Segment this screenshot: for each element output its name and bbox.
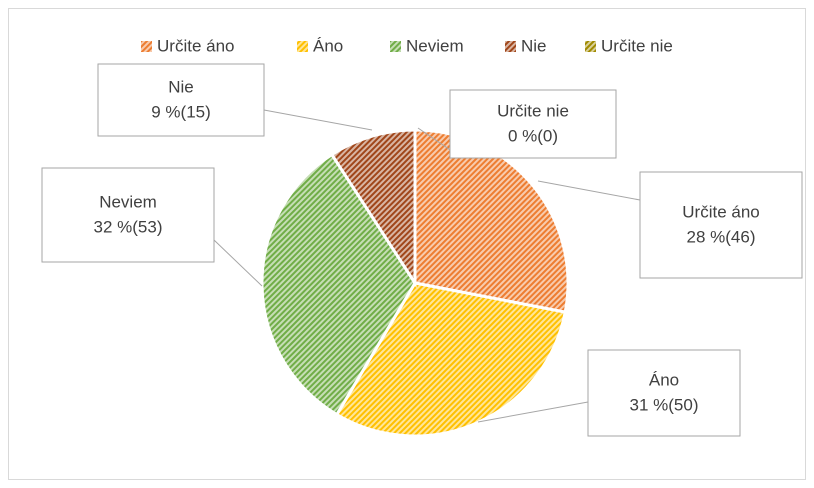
data-label: 28 %(46): [687, 227, 756, 246]
legend-label: Určite áno: [157, 36, 234, 55]
pie-slice: [329, 128, 417, 289]
label-box: [41, 167, 215, 263]
legend-swatch: [390, 41, 401, 52]
data-label: 32 %(53): [94, 217, 163, 236]
leader-line: [477, 401, 589, 423]
legend-swatch: [585, 41, 596, 52]
pie-slice: [413, 128, 570, 314]
legend-swatch: [141, 41, 152, 52]
label-box: [587, 349, 741, 437]
label-box: [639, 171, 803, 279]
pie-slice: [260, 152, 417, 417]
legend-label: Áno: [313, 36, 343, 55]
legend-label: Nie: [521, 36, 547, 55]
legend-label: Určite nie: [601, 36, 673, 55]
label-name: Určite áno: [682, 202, 759, 221]
legend-swatch: [297, 41, 308, 52]
label-box: [449, 89, 617, 159]
label-name: Neviem: [99, 192, 157, 211]
label-box: [97, 63, 265, 137]
leader-line: [263, 109, 373, 131]
label-name: Určite nie: [497, 101, 569, 120]
label-name: Áno: [649, 370, 679, 389]
label-name: Nie: [168, 77, 194, 96]
data-label: 0 %(0): [508, 126, 558, 145]
data-label: 31 %(50): [630, 395, 699, 414]
data-label: 9 %(15): [151, 102, 211, 121]
leader-line: [213, 239, 263, 287]
legend-label: Neviem: [406, 36, 464, 55]
leader-line: [537, 180, 641, 201]
legend-swatch: [505, 41, 516, 52]
